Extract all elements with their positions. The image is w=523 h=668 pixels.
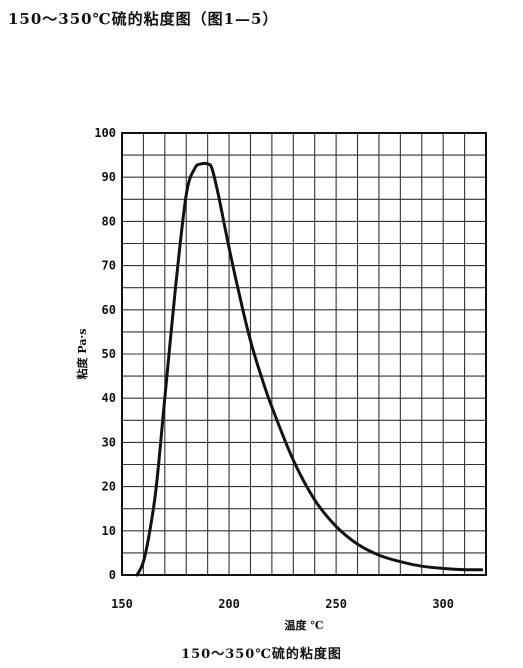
y-tick-label: 80 — [102, 214, 116, 228]
series-line — [135, 161, 484, 577]
y-tick-label: 70 — [102, 259, 116, 273]
y-tick-label: 10 — [102, 524, 116, 538]
y-tick-label: 0 — [109, 568, 116, 582]
y-tick-label: 60 — [102, 303, 116, 317]
y-tick-label: 100 — [94, 126, 116, 140]
x-tick-label: 300 — [432, 597, 454, 611]
plot-frame — [121, 132, 487, 576]
figure-caption: 150～350℃硫的粘度图 — [181, 647, 342, 662]
grid-layer — [122, 133, 486, 575]
y-tick-label: 20 — [102, 480, 116, 494]
y-tick-label: 30 — [102, 435, 116, 449]
x-tick-label: 200 — [218, 597, 240, 611]
y-tick-label: 40 — [102, 391, 116, 405]
x-tick-label: 150 — [111, 597, 133, 611]
y-tick-label: 90 — [102, 170, 116, 184]
y-tick-label: 50 — [102, 347, 116, 361]
x-tick-label: 250 — [325, 597, 347, 611]
page-header: 150～350℃硫的粘度图（图1—5） — [8, 10, 279, 28]
y-axis-label: 粘度 Pa·s — [75, 329, 89, 380]
ticks-layer: 0 10 20 30 40 50 60 70 80 90 100 150 200 250 300 — [94, 126, 454, 611]
x-axis-label: 温度 ℃ — [284, 618, 323, 632]
